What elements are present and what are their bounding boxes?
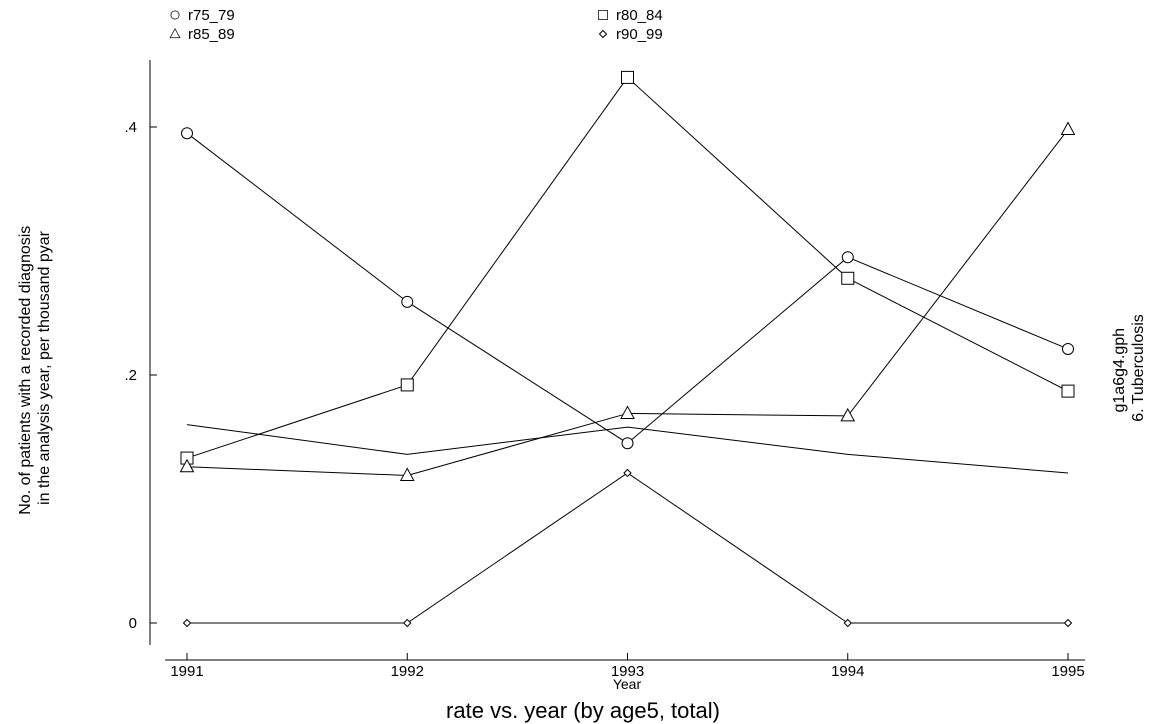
legend-marker (598, 29, 608, 39)
data-point (621, 70, 634, 84)
legend-label: r75_79 (188, 7, 235, 24)
x-tick-label: 1994 (831, 663, 864, 680)
series-r80_84 (180, 70, 1075, 465)
legend-marker (169, 27, 181, 39)
data-point (1062, 342, 1074, 355)
side-note-subtitle: 6. Tuberculosis (1130, 314, 1147, 422)
series-line (187, 472, 1068, 624)
side-note: g1a6g4.gph 6. Tuberculosis (1111, 314, 1147, 422)
series-total (186, 424, 1069, 474)
axes (149, 60, 1085, 661)
data-point (840, 407, 856, 422)
legend-marker (598, 10, 608, 20)
data-point (620, 405, 635, 419)
y-tick-label: .2 (124, 367, 137, 384)
data-point (399, 467, 415, 481)
legend-item-r85_89: r85_89 (169, 26, 235, 43)
legend: r75_79 r80_84 r85_89 r90_99 (169, 7, 663, 43)
legend-item-r90_99: r90_99 (598, 26, 663, 43)
data-point (403, 618, 412, 628)
legend-marker (170, 10, 180, 20)
data-point (182, 618, 192, 628)
data-point (623, 468, 632, 478)
y-axis-title: No. of patients with a recorded diagnosi… (17, 221, 53, 515)
legend-label: r90_99 (616, 26, 663, 43)
x-tick-label: 1993 (611, 663, 644, 680)
data-point (841, 251, 854, 264)
series-line (186, 76, 1069, 459)
data-point (179, 458, 195, 473)
data-point (1060, 121, 1076, 135)
data-point (843, 618, 852, 628)
legend-label: r85_89 (188, 26, 235, 43)
series-line (186, 132, 1069, 444)
plot-area (179, 70, 1076, 628)
legend-item-r80_84: r80_84 (598, 7, 663, 24)
series-r90_99 (182, 468, 1073, 628)
y-tick-label: .4 (124, 119, 137, 136)
data-point (400, 378, 414, 392)
y-axis-title-line-1: No. of patients with a recorded diagnosi… (17, 226, 34, 515)
data-point (401, 295, 414, 308)
y-axis-title-line-2: in the analysis year, per thousand pyar (36, 230, 53, 505)
legend-item-r75_79: r75_79 (170, 7, 235, 24)
data-point (1063, 618, 1073, 628)
y-tick-label: 0 (129, 615, 137, 632)
legend-label: r80_84 (616, 7, 663, 24)
data-point (621, 437, 634, 450)
series-line (186, 424, 1069, 474)
x-tick-label: 1992 (391, 663, 424, 680)
series-r75_79 (181, 127, 1074, 450)
side-note-filename: g1a6g4.gph (1111, 328, 1128, 413)
data-point (181, 127, 193, 140)
data-point (1061, 384, 1075, 398)
x-axis-title: Year (613, 676, 642, 692)
data-point (841, 271, 855, 285)
x-tick-label: 1991 (170, 663, 203, 680)
series-line (186, 129, 1069, 476)
series-r85_89 (179, 121, 1076, 481)
x-tick-label: 1995 (1051, 663, 1084, 680)
chart-caption: rate vs. year (by age5, total) (446, 698, 720, 723)
